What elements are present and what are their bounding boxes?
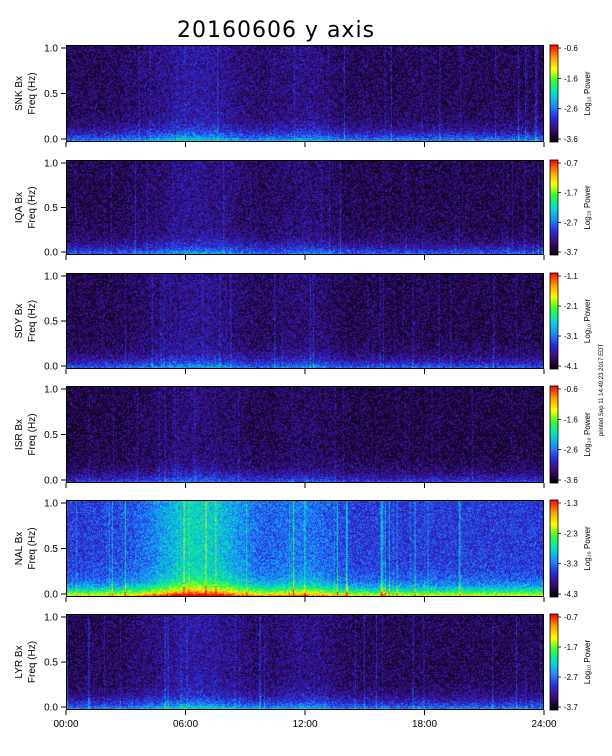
colorbar bbox=[549, 159, 559, 256]
y-tick-label: 0.0 bbox=[44, 362, 58, 373]
y-tick-label: 0.5 bbox=[44, 544, 58, 555]
colorbar bbox=[549, 385, 559, 484]
station-label: LYR Bx bbox=[14, 645, 25, 678]
colorbar bbox=[549, 499, 559, 598]
station-label: NAL Bx bbox=[14, 532, 25, 566]
spectrogram-snk bbox=[66, 45, 544, 142]
colorbar-tick-label: -2.6 bbox=[564, 446, 578, 455]
station-label: SDY Bx bbox=[14, 304, 25, 339]
station-label: SNK Bx bbox=[14, 76, 25, 111]
colorbar-tick-label: -3.6 bbox=[564, 476, 578, 485]
y-tick-label: 1.0 bbox=[44, 499, 58, 510]
colorbar-tick-label: -4.3 bbox=[564, 590, 578, 599]
spectrogram-iqa bbox=[66, 160, 544, 255]
colorbar-label: Log₁₀ Power bbox=[583, 71, 592, 116]
spectrogram-nal bbox=[66, 500, 544, 597]
colorbar-tick-label: -2.7 bbox=[564, 673, 578, 682]
x-tick-label: 18:00 bbox=[412, 719, 437, 730]
y-tick-label: 0.5 bbox=[44, 203, 58, 214]
colorbar-tick-label: -3.1 bbox=[564, 332, 578, 341]
colorbar-tick-label: -4.1 bbox=[564, 362, 578, 371]
y-tick-label: 0.0 bbox=[44, 476, 58, 487]
print-timestamp: printed Sep 11 14:49:23 2017 EDT bbox=[599, 344, 605, 437]
colorbar-label: Log₁₀ Power bbox=[583, 412, 592, 457]
colorbar-tick-label: -1.6 bbox=[564, 415, 578, 424]
colorbar-tick-label: -1.7 bbox=[564, 643, 578, 652]
y-tick-label: 0.5 bbox=[44, 658, 58, 669]
x-tick-label: 00:00 bbox=[53, 719, 78, 730]
colorbar-tick-label: -0.7 bbox=[564, 159, 578, 168]
colorbar-tick-label: -2.1 bbox=[564, 302, 578, 311]
spectrogram-lyr bbox=[66, 614, 544, 710]
spectrogram-sdy bbox=[66, 273, 544, 369]
colorbar-tick-label: -1.3 bbox=[564, 499, 578, 508]
y-tick-label: 1.0 bbox=[44, 44, 58, 55]
x-tick-label: 24:00 bbox=[531, 719, 556, 730]
y-tick-label: 0.5 bbox=[44, 89, 58, 100]
colorbar-tick-label: -1.6 bbox=[564, 74, 578, 83]
y-tick-label: 0.0 bbox=[44, 135, 58, 146]
colorbar-tick-label: -0.7 bbox=[564, 613, 578, 622]
colorbar-label: Log₁₀ Power bbox=[583, 185, 592, 230]
y-tick-label: 1.0 bbox=[44, 385, 58, 396]
y-axis-label: Freq (Hz) bbox=[27, 527, 38, 569]
y-tick-label: 1.0 bbox=[44, 272, 58, 283]
colorbar bbox=[549, 44, 559, 143]
colorbar-tick-label: -1.1 bbox=[564, 272, 578, 281]
y-axis-label: Freq (Hz) bbox=[27, 300, 38, 342]
y-axis-label: Freq (Hz) bbox=[27, 641, 38, 683]
y-tick-label: 1.0 bbox=[44, 613, 58, 624]
x-tick-label: 12:00 bbox=[292, 719, 317, 730]
colorbar-label: Log₁₀ Power bbox=[583, 526, 592, 571]
colorbar-tick-label: -2.7 bbox=[564, 218, 578, 227]
station-label: ISR Bx bbox=[14, 419, 25, 450]
y-tick-label: 1.0 bbox=[44, 159, 58, 170]
colorbar-label: Log₁₀ Power bbox=[583, 640, 592, 685]
y-tick-label: 0.0 bbox=[44, 590, 58, 601]
spectrogram-isr bbox=[66, 386, 544, 483]
y-tick-label: 0.0 bbox=[44, 248, 58, 259]
colorbar-tick-label: -3.7 bbox=[564, 703, 578, 712]
colorbar-tick-label: -1.7 bbox=[564, 189, 578, 198]
x-tick-label: 06:00 bbox=[173, 719, 198, 730]
colorbar-tick-label: -3.3 bbox=[564, 560, 578, 569]
colorbar bbox=[549, 613, 559, 711]
y-tick-label: 0.5 bbox=[44, 430, 58, 441]
colorbar bbox=[549, 272, 559, 370]
colorbar-label: Log₁₀ Power bbox=[583, 299, 592, 344]
colorbar-tick-label: -2.3 bbox=[564, 529, 578, 538]
colorbar-tick-label: -2.6 bbox=[564, 105, 578, 114]
y-axis-label: Freq (Hz) bbox=[27, 413, 38, 455]
colorbar-tick-label: -3.7 bbox=[564, 248, 578, 257]
y-axis-label: Freq (Hz) bbox=[27, 72, 38, 114]
colorbar-tick-label: -0.6 bbox=[564, 44, 578, 53]
chart-title: 20160606 y axis bbox=[176, 18, 376, 43]
y-axis-label: Freq (Hz) bbox=[27, 186, 38, 228]
colorbar-tick-label: -3.6 bbox=[564, 135, 578, 144]
y-tick-label: 0.0 bbox=[44, 703, 58, 714]
y-tick-label: 0.5 bbox=[44, 317, 58, 328]
colorbar-tick-label: -0.6 bbox=[564, 385, 578, 394]
station-label: IQA Bx bbox=[14, 192, 25, 223]
